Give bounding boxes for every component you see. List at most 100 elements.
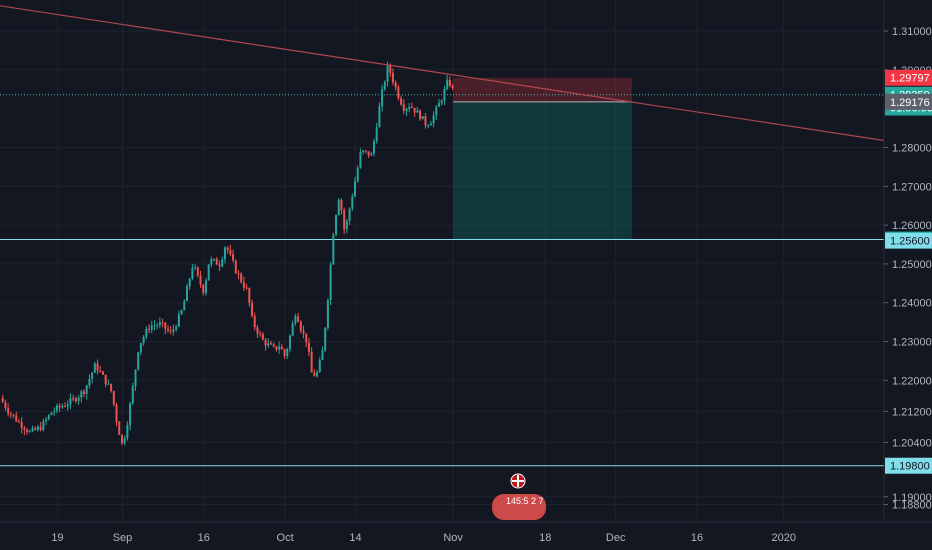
candle-body [112, 391, 115, 405]
candle-body [251, 302, 254, 316]
candle-body [28, 431, 31, 433]
candle-body [288, 335, 291, 350]
candle-body [370, 153, 373, 156]
trendline[interactable] [0, 5, 885, 142]
price-tick-label: 1.24000 [892, 298, 932, 310]
price-tick-label: 1.19000 [892, 492, 932, 504]
candle-body [99, 370, 102, 372]
price-tick-label: 1.23000 [892, 337, 932, 349]
price-tick-label: 1.28000 [892, 142, 932, 154]
price-tick-label: 1.20400 [892, 437, 932, 449]
candle-body [261, 334, 264, 340]
candle-body [397, 87, 400, 99]
candle-body [383, 81, 386, 90]
candle-body [169, 330, 172, 332]
candle-body [340, 199, 343, 211]
candle-body [34, 428, 37, 430]
candle-body [348, 208, 351, 221]
candle-body [91, 372, 94, 379]
candle-body [332, 234, 335, 265]
candle-body [316, 372, 319, 377]
candle-body [156, 325, 159, 327]
candle-body [386, 65, 389, 82]
price-badge-label: 1.25600 [890, 236, 930, 248]
candle-body [175, 326, 178, 330]
candle-body [58, 405, 61, 408]
candle-body [364, 150, 367, 152]
time-tick-label: 14 [349, 532, 361, 544]
candle-body [264, 339, 267, 346]
time-tick-label: Sep [113, 532, 133, 544]
candle-body [85, 385, 88, 394]
event-label-text: 145:5 2 7 [506, 496, 544, 506]
candle-body [61, 406, 64, 408]
candle-body [53, 410, 56, 413]
candle-body [188, 278, 191, 287]
economic-event-marker[interactable]: 145:5 2 7 [492, 473, 546, 520]
price-axis[interactable]: 1.310001.300001.280001.270001.260001.250… [884, 26, 932, 512]
candle-body [299, 321, 302, 331]
candle-body [280, 346, 283, 350]
grid-lines [0, 0, 884, 522]
price-badge-label: 1.29176 [890, 97, 930, 109]
time-axis[interactable]: 19 Sep 16 Oct 14 Nov 18 Dec 16 2020 [51, 532, 796, 544]
candle-body [367, 151, 370, 156]
candle-body [150, 325, 153, 330]
candle-body [419, 110, 422, 120]
candle-body [115, 404, 118, 422]
candle-body [26, 430, 29, 432]
candle-body [137, 352, 140, 370]
candle-body [213, 258, 216, 260]
candle-body [131, 386, 134, 404]
short-position-tool[interactable] [453, 77, 632, 240]
candle-body [421, 116, 424, 120]
price-tick-label: 1.27000 [892, 181, 932, 193]
candle-body [391, 72, 394, 83]
candle-body [204, 280, 207, 293]
candle-body [345, 220, 348, 230]
candle-body [291, 323, 294, 336]
candle-body [337, 199, 340, 216]
candle-body [443, 89, 446, 101]
horizontal-lines[interactable] [0, 94, 884, 467]
candle-body [120, 434, 123, 444]
candle-body [335, 215, 338, 235]
candle-body [240, 273, 243, 282]
price-tick-label: 1.18800 [892, 500, 932, 512]
candle-body [110, 383, 113, 392]
candle-body [446, 79, 449, 90]
candle-body [440, 100, 443, 103]
take-profit-zone[interactable] [453, 101, 632, 240]
candle-body [394, 82, 397, 88]
candle-body [185, 286, 188, 301]
candle-body [172, 329, 175, 332]
candle-body [259, 333, 262, 335]
candle-body [69, 398, 72, 405]
price-tick-label: 1.22000 [892, 375, 932, 387]
candle-body [400, 98, 403, 105]
candle-body [218, 264, 221, 267]
candlestick-series [1, 61, 454, 446]
candle-body [96, 363, 99, 371]
candle-body [66, 404, 69, 407]
candle-body [305, 333, 308, 343]
candle-body [50, 412, 53, 415]
candle-body [177, 314, 180, 327]
candle-body [267, 343, 270, 346]
uk-flag-cross [512, 475, 524, 487]
price-tick-label: 1.21200 [892, 406, 932, 418]
candle-body [93, 363, 96, 373]
candle-body [410, 106, 413, 108]
candle-body [196, 267, 199, 276]
candle-body [83, 391, 86, 394]
candle-body [148, 328, 151, 330]
candle-body [310, 352, 313, 373]
candle-body [297, 316, 300, 322]
candle-body [134, 369, 137, 387]
candle-body [275, 346, 278, 350]
candle-body [191, 268, 194, 279]
candle-body [4, 402, 7, 409]
candle-body [307, 342, 310, 353]
